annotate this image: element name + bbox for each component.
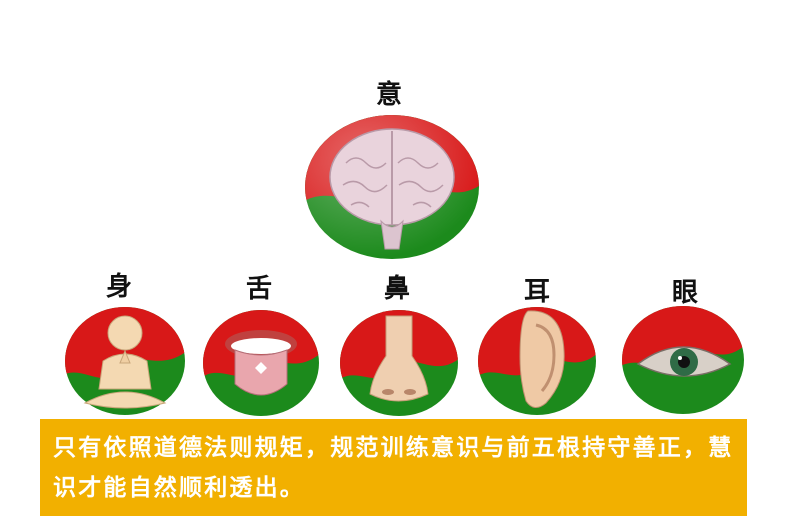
eye-icon: [636, 346, 732, 377]
ear-icon: [519, 310, 565, 408]
ear-orb: [478, 307, 596, 415]
brain-orb: [305, 115, 479, 259]
eye-orb: [622, 306, 744, 414]
label-ear: 耳: [523, 277, 550, 307]
caption-text: 只有依照道德法则规矩，规范训练意识与前五根持守善正，慧识才能自然顺利透出。: [53, 435, 734, 501]
nose-icon: [369, 315, 429, 402]
brain-icon: [329, 128, 455, 250]
label-body: 身: [105, 272, 132, 302]
label-nose: 鼻: [383, 274, 410, 304]
caption-box: 只有依照道德法则规矩，规范训练意识与前五根持守善正，慧识才能自然顺利透出。: [40, 419, 747, 516]
tongue-orb: [203, 310, 319, 416]
label-mind: 意: [375, 80, 402, 110]
meditating-figure-icon: [83, 315, 167, 409]
tongue-icon: [225, 330, 297, 396]
body-orb: [65, 307, 185, 415]
label-eye: 眼: [671, 278, 698, 308]
nose-orb: [340, 310, 458, 416]
label-tongue: 舌: [245, 274, 272, 304]
